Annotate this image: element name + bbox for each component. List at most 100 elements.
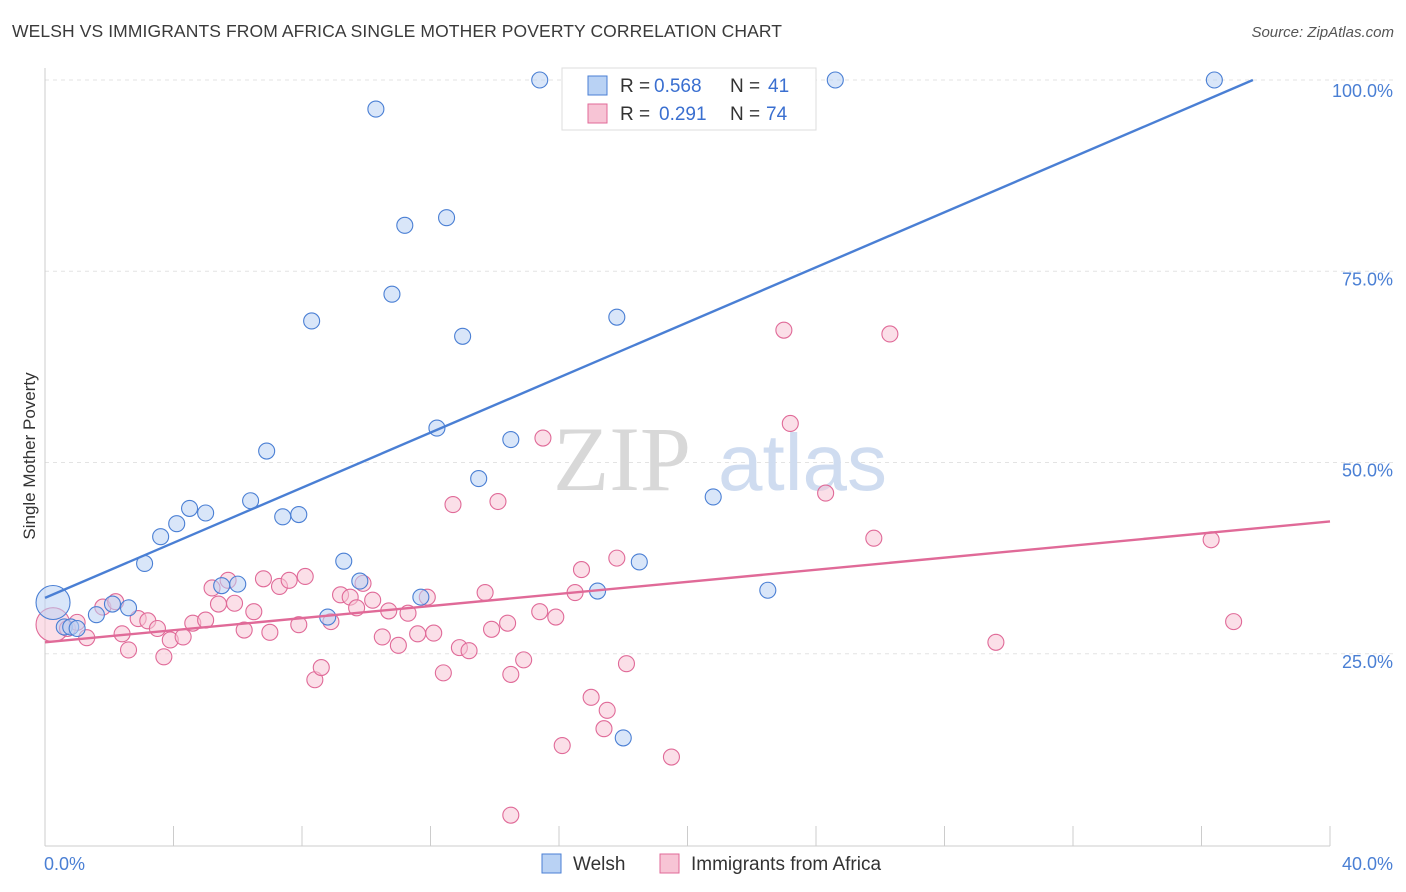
data-point — [261, 623, 279, 641]
data-point — [280, 571, 298, 589]
data-point — [499, 614, 517, 632]
data-point — [225, 594, 244, 612]
data-point — [502, 665, 520, 683]
watermark-zip: ZIP — [553, 408, 691, 510]
data-point — [235, 621, 253, 639]
watermark-atlas: atlas — [718, 418, 887, 507]
data-point — [531, 603, 549, 621]
data-point — [531, 71, 549, 89]
data-point — [444, 496, 462, 514]
data-point — [119, 599, 138, 617]
bottom-legend-africa-label: Immigrants from Africa — [691, 854, 881, 875]
data-point — [865, 529, 883, 547]
series-legend: Welsh Immigrants from Africa — [541, 853, 881, 875]
data-point — [759, 581, 777, 599]
data-point — [502, 430, 520, 449]
data-point — [460, 642, 478, 660]
data-point — [364, 591, 382, 609]
data-point — [412, 588, 430, 606]
data-point — [396, 216, 414, 234]
data-point — [582, 688, 600, 706]
data-point — [103, 595, 122, 613]
data-point — [826, 71, 844, 89]
data-point — [312, 658, 330, 677]
data-point — [595, 720, 613, 738]
data-point — [1225, 613, 1243, 631]
data-point — [254, 570, 273, 588]
data-point — [662, 748, 680, 766]
y-axis-label: Single Mother Poverty — [20, 372, 39, 540]
data-point — [35, 584, 71, 621]
data-point — [367, 100, 385, 118]
trend-lines — [44, 78, 1331, 644]
data-point — [245, 603, 263, 621]
data-point — [1205, 71, 1223, 89]
data-point — [197, 504, 215, 522]
data-point — [181, 499, 199, 517]
data-point — [152, 528, 170, 546]
data-point — [213, 577, 231, 595]
grid-lines — [45, 79, 1393, 655]
data-point — [515, 651, 533, 669]
data-point — [148, 619, 166, 638]
x-tick-label: 0.0% — [44, 854, 85, 874]
data-point — [608, 549, 626, 567]
bottom-legend-africa-swatch — [659, 853, 680, 874]
data-point — [476, 583, 494, 602]
data-point — [87, 606, 105, 624]
data-point — [434, 664, 452, 682]
data-point — [572, 561, 591, 579]
data-point — [351, 572, 369, 590]
legend-welsh-swatch — [587, 75, 608, 96]
legend-welsh-r-label: R = — [620, 76, 650, 97]
data-point — [547, 608, 565, 626]
bottom-legend-welsh-swatch — [541, 853, 562, 874]
welsh-trend-line — [44, 78, 1254, 600]
y-tick-labels: 25.0% 50.0% 75.0% 100.0% — [1332, 81, 1393, 672]
y-tick-label: 25.0% — [1342, 652, 1393, 672]
data-point — [598, 701, 616, 719]
data-point — [630, 553, 648, 571]
data-point — [119, 641, 138, 659]
data-point — [881, 325, 899, 343]
data-point — [817, 484, 835, 502]
source-credit: Source: ZipAtlas.com — [1251, 24, 1394, 41]
legend-welsh-r-value: 0.568 — [654, 76, 702, 97]
y-tick-label: 75.0% — [1342, 269, 1393, 289]
data-point — [409, 625, 427, 643]
legend-welsh-n-value: 41 — [768, 76, 789, 97]
chart-title: WELSH VS IMMIGRANTS FROM AFRICA SINGLE M… — [12, 21, 783, 41]
data-point — [209, 595, 228, 613]
data-point — [987, 633, 1005, 651]
data-point — [454, 327, 472, 345]
data-point — [608, 308, 626, 326]
data-point — [775, 321, 793, 339]
data-point — [482, 620, 501, 638]
legend-welsh-n-label: N = — [730, 76, 760, 97]
data-point — [781, 414, 799, 433]
legend-africa-r-label: R = — [620, 104, 650, 125]
africa-trend-line — [44, 520, 1331, 644]
data-point — [389, 636, 407, 654]
data-point — [470, 470, 488, 488]
data-point — [274, 508, 292, 526]
x-tick-labels: 0.0% 40.0% — [44, 854, 1393, 874]
data-point — [704, 488, 722, 506]
y-tick-label: 100.0% — [1332, 81, 1393, 101]
data-point — [617, 655, 636, 673]
legend-africa-swatch — [587, 103, 608, 124]
data-point — [489, 492, 507, 511]
data-point — [438, 209, 456, 227]
data-point — [425, 624, 443, 642]
legend-africa-n-label: N = — [730, 104, 760, 125]
data-point — [258, 442, 276, 460]
data-point — [155, 648, 173, 666]
bottom-legend-welsh-label: Welsh — [573, 854, 625, 875]
data-point — [614, 729, 632, 747]
legend-africa-r-value: 0.291 — [659, 104, 707, 125]
axes — [44, 68, 1331, 847]
data-point — [383, 285, 401, 303]
legend-africa-n-value: 74 — [766, 104, 788, 125]
africa-points — [35, 321, 1243, 824]
